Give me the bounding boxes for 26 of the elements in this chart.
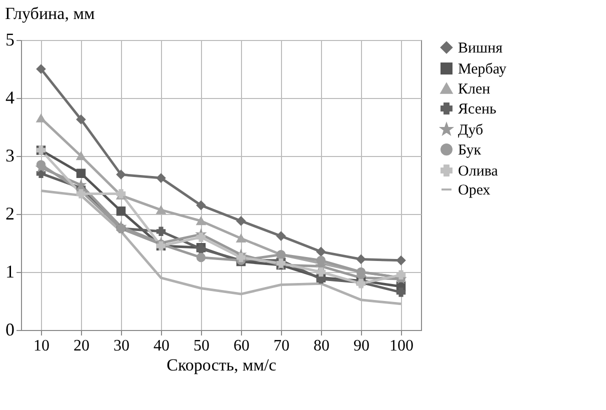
x-tick-label: 40 — [154, 338, 170, 354]
x-axis-title: Скорость, мм/с — [166, 356, 277, 374]
legend-label: Вишня — [458, 40, 503, 56]
x-tick-label: 90 — [354, 338, 370, 354]
x-tick-label: 20 — [74, 338, 90, 354]
y-tick-label: 4 — [6, 88, 14, 108]
legend-label: Клен — [458, 82, 490, 98]
legend-label: Мербау — [458, 62, 507, 78]
legend-label: Ясень — [458, 102, 497, 118]
x-tick-label: 100 — [390, 338, 414, 354]
x-tick-label: 70 — [274, 338, 290, 354]
y-tick-label: 0 — [6, 320, 14, 340]
x-tick-label: 80 — [314, 338, 330, 354]
y-tick-label: 3 — [6, 146, 14, 166]
legend-label: Олива — [458, 164, 498, 180]
legend-label: Дуб — [458, 122, 484, 138]
x-tick-label: 30 — [114, 338, 130, 354]
x-tick-label: 60 — [234, 338, 250, 354]
x-tick-label: 50 — [194, 338, 210, 354]
legend-label: Орех — [458, 182, 491, 198]
x-tick-label: 10 — [34, 338, 50, 354]
y-tick-label: 1 — [6, 262, 14, 282]
y-tick-label: 2 — [6, 204, 14, 224]
y-axis-title: Глубина, мм — [5, 4, 95, 23]
y-tick-label: 5 — [6, 30, 14, 50]
legend-label: Бук — [458, 142, 482, 158]
